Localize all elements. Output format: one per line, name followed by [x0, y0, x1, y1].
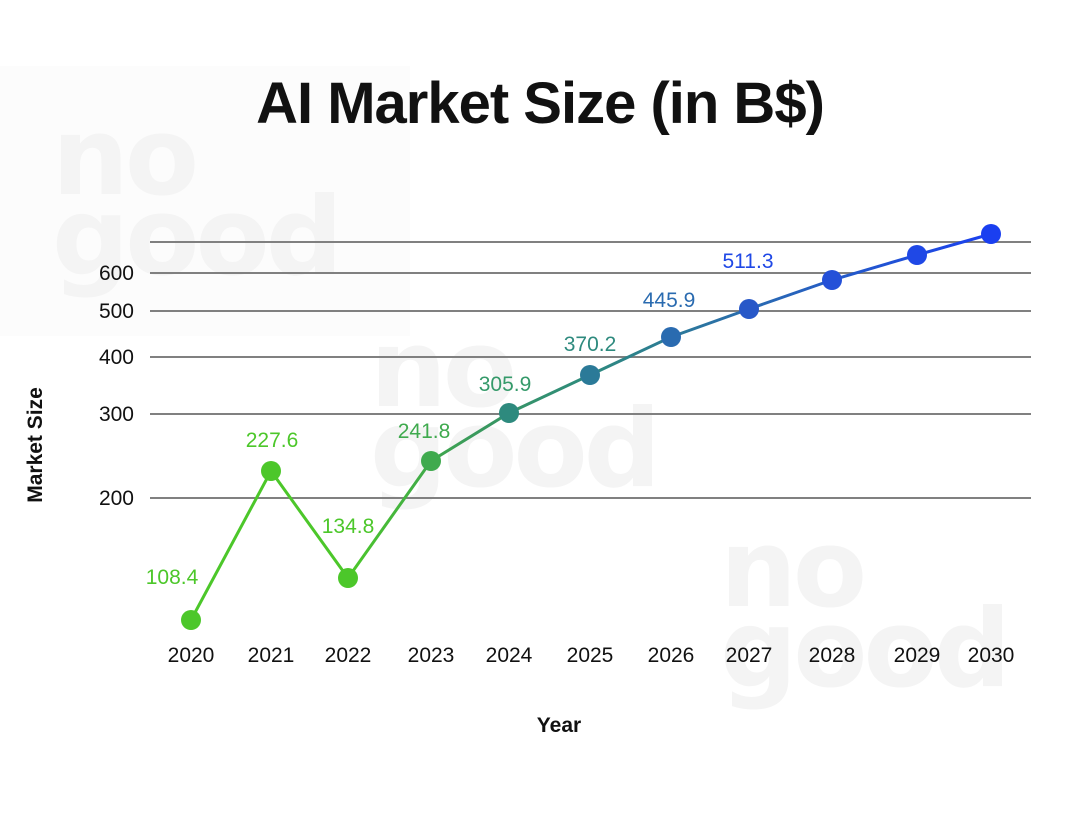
- data-label: 445.9: [643, 289, 696, 312]
- y-tick-label: 300: [99, 403, 134, 426]
- watermark-line: no: [52, 95, 199, 220]
- x-tick-label: 2023: [408, 644, 455, 667]
- background-panel: [0, 66, 410, 336]
- series-line: [189, 232, 992, 621]
- x-tick-label: 2029: [894, 644, 941, 667]
- data-points: [181, 224, 1001, 630]
- x-tick-label: 2020: [168, 644, 215, 667]
- data-point: [421, 451, 441, 471]
- data-label: 511.3: [723, 250, 774, 273]
- x-axis-label: Year: [536, 714, 582, 737]
- data-point: [338, 568, 358, 588]
- x-tick-label: 2026: [648, 644, 695, 667]
- y-axis-ticks: 200 300 400 500 600: [99, 262, 134, 510]
- data-point: [580, 365, 600, 385]
- y-tick-label: 400: [99, 346, 134, 369]
- y-tick-label: 500: [99, 300, 134, 323]
- watermark-line: no: [720, 507, 867, 632]
- data-label: 108.4: [146, 566, 199, 589]
- gridlines: [150, 241, 1031, 499]
- data-point: [661, 327, 681, 347]
- y-tick-label: 600: [99, 262, 134, 285]
- data-label: 370.2: [564, 333, 617, 356]
- data-label: 134.8: [322, 515, 375, 538]
- x-tick-label: 2024: [486, 644, 533, 667]
- data-label: 227.6: [246, 429, 299, 452]
- data-point: [181, 610, 201, 630]
- data-point: [907, 245, 927, 265]
- x-tick-label: 2022: [325, 644, 372, 667]
- x-tick-label: 2021: [248, 644, 295, 667]
- y-tick-label: 200: [99, 487, 134, 510]
- data-label: 305.9: [479, 373, 532, 396]
- x-tick-label: 2027: [726, 644, 773, 667]
- watermark-line: no: [370, 307, 517, 432]
- data-point: [499, 403, 519, 423]
- data-label: 241.8: [398, 420, 451, 443]
- x-axis-ticks: 2020 2021 2022 2023 2024 2025 2026 2027 2028 2029…: [168, 644, 1015, 667]
- data-point: [739, 299, 759, 319]
- x-tick-label: 2030: [968, 644, 1015, 667]
- y-axis-label: Market Size: [24, 387, 47, 503]
- data-labels: 108.4 227.6 134.8 241.8 305.9 370.2 445.9 511.3: [146, 250, 774, 589]
- data-point: [981, 224, 1001, 244]
- chart-title: AI Market Size (in B$): [256, 71, 825, 136]
- data-point: [822, 270, 842, 290]
- watermark-logo: no good: [720, 507, 1011, 712]
- data-point: [261, 461, 281, 481]
- watermark-line: good: [720, 587, 1011, 712]
- x-tick-label: 2025: [567, 644, 614, 667]
- x-tick-label: 2028: [809, 644, 856, 667]
